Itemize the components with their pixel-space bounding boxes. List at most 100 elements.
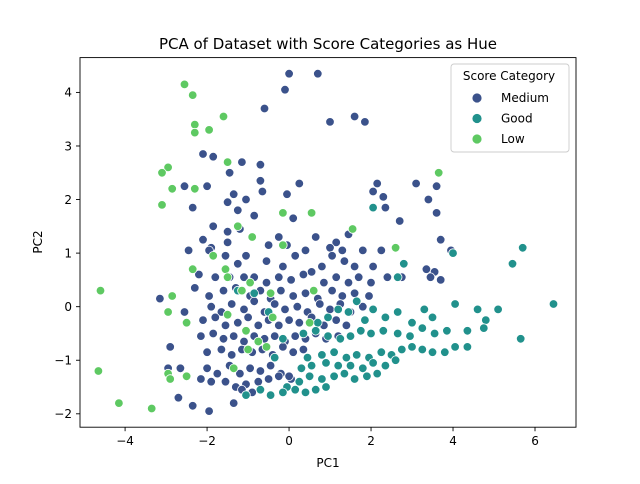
point-medium-37 <box>274 232 284 242</box>
point-good-43 <box>427 347 438 357</box>
point-low-42 <box>93 366 104 376</box>
y-tick-label-5: 3 <box>64 139 72 153</box>
point-low-34 <box>261 342 272 352</box>
point-medium-87 <box>190 283 200 293</box>
point-medium-78 <box>261 277 272 288</box>
point-medium-53 <box>183 245 194 256</box>
point-medium-24 <box>257 186 268 197</box>
point-medium-141 <box>270 331 280 341</box>
point-low-33 <box>253 336 263 347</box>
point-good-12 <box>419 304 430 315</box>
y-tick-label-6: 4 <box>64 86 72 100</box>
point-medium-109 <box>270 299 280 309</box>
point-good-60 <box>333 360 343 371</box>
point-medium-58 <box>261 256 272 266</box>
point-medium-105 <box>226 299 237 309</box>
point-good-46 <box>397 344 407 355</box>
point-low-10 <box>190 184 200 194</box>
point-good-40 <box>462 342 473 352</box>
point-medium-55 <box>220 251 231 261</box>
point-good-74 <box>311 385 321 395</box>
point-good-77 <box>278 387 288 398</box>
point-medium-117 <box>358 302 368 312</box>
x-tick-label-2: 0 <box>285 434 293 448</box>
point-good-28 <box>429 328 440 339</box>
point-low-21 <box>278 240 288 250</box>
point-medium-99 <box>337 291 348 301</box>
point-medium-0 <box>284 68 294 79</box>
point-medium-59 <box>278 261 288 272</box>
point-medium-82 <box>319 277 329 288</box>
point-good-42 <box>440 347 450 357</box>
point-medium-162 <box>212 368 223 379</box>
point-medium-15 <box>294 178 305 189</box>
point-good-2 <box>448 248 458 258</box>
point-medium-165 <box>245 363 255 374</box>
point-low-8 <box>157 168 167 178</box>
point-medium-20 <box>378 192 389 202</box>
x-tick-label-5: 6 <box>531 434 539 448</box>
point-good-15 <box>393 307 403 317</box>
point-good-75 <box>300 387 311 398</box>
point-good-16 <box>380 312 391 323</box>
point-medium-74 <box>210 272 221 282</box>
point-medium-16 <box>372 178 382 189</box>
point-low-15 <box>347 224 358 234</box>
point-good-58 <box>358 363 368 374</box>
point-medium-79 <box>274 272 284 282</box>
point-medium-22 <box>228 189 239 199</box>
point-good-9 <box>472 304 483 315</box>
point-medium-136 <box>218 334 229 344</box>
x-tick-label-3: 2 <box>367 434 375 448</box>
point-low-19 <box>187 264 198 274</box>
point-medium-30 <box>288 213 298 224</box>
point-medium-23 <box>241 194 251 205</box>
point-good-34 <box>356 326 366 336</box>
legend-marker-medium <box>471 92 483 104</box>
point-medium-151 <box>226 350 237 360</box>
point-medium-84 <box>343 277 354 288</box>
point-medium-176 <box>263 374 274 384</box>
point-medium-19 <box>368 186 378 197</box>
point-good-65 <box>362 371 372 382</box>
point-medium-9 <box>224 168 235 178</box>
point-medium-61 <box>306 267 317 277</box>
point-low-30 <box>181 318 192 328</box>
point-medium-171 <box>206 377 216 387</box>
series-medium <box>155 68 456 416</box>
point-good-21 <box>333 304 343 315</box>
point-medium-26 <box>222 197 233 207</box>
chart-title: PCA of Dataset with Score Categories as … <box>159 35 497 53</box>
point-good-50 <box>352 350 362 360</box>
point-medium-21 <box>423 194 434 205</box>
point-medium-128 <box>294 318 305 328</box>
point-good-32 <box>378 326 389 336</box>
point-low-24 <box>245 277 255 288</box>
point-medium-66 <box>368 261 378 272</box>
point-medium-34 <box>208 221 218 232</box>
point-good-25 <box>516 334 526 344</box>
point-low-13 <box>278 208 288 218</box>
point-medium-158 <box>298 344 309 355</box>
point-medium-12 <box>179 181 190 191</box>
point-good-38 <box>311 326 321 336</box>
point-medium-167 <box>265 360 276 371</box>
point-medium-51 <box>436 234 446 245</box>
point-medium-103 <box>206 302 216 312</box>
point-low-5 <box>218 111 229 122</box>
point-medium-121 <box>220 320 231 331</box>
point-medium-72 <box>425 272 436 282</box>
point-medium-6 <box>360 117 370 127</box>
point-medium-69 <box>421 264 432 274</box>
point-medium-48 <box>337 245 348 256</box>
point-medium-80 <box>286 275 296 285</box>
point-good-67 <box>339 368 350 379</box>
point-medium-4 <box>325 117 335 127</box>
point-medium-39 <box>331 237 341 248</box>
point-medium-13 <box>202 181 212 191</box>
point-good-73 <box>321 382 331 392</box>
point-good-29 <box>417 323 428 333</box>
point-good-80 <box>241 390 251 400</box>
point-medium-29 <box>249 210 259 221</box>
point-medium-150 <box>216 344 227 355</box>
